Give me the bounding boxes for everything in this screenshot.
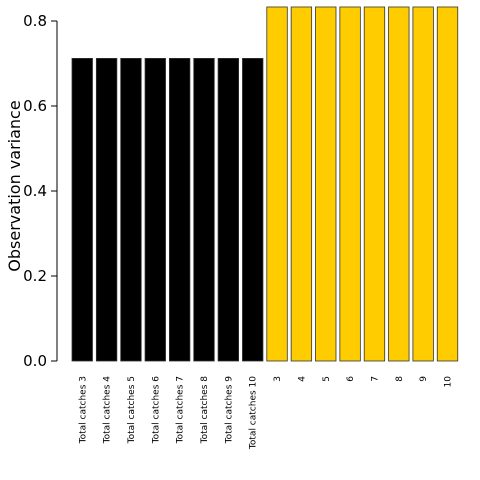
x-tick-label: 9: [419, 376, 429, 382]
x-tick-label: Total catches 8: [200, 376, 210, 445]
x-tick-label: Total catches 3: [78, 376, 88, 444]
x-tick-label: 5: [322, 376, 332, 382]
y-axis-label: Observation variance: [5, 100, 24, 271]
y-tick-label: 0.8: [23, 12, 47, 30]
x-tick-label: 8: [395, 376, 405, 382]
x-tick-label: 3: [273, 376, 283, 382]
y-tick-label: 0.0: [23, 352, 47, 370]
x-tick-label: Total catches 9: [224, 376, 234, 445]
x-tick-label: Total catches 6: [151, 376, 161, 445]
x-tick-label: 7: [370, 376, 380, 382]
x-tick-label: 6: [346, 376, 356, 382]
bar: [315, 6, 337, 362]
x-tick-label: 10: [444, 376, 454, 388]
bar: [168, 58, 191, 362]
y-axis: 0.0 0.2 0.4 0.6 0.8: [23, 12, 58, 370]
y-tick-label: 0.2: [23, 267, 47, 285]
bar: [412, 6, 434, 362]
bar: [193, 58, 215, 362]
bar: [339, 6, 361, 362]
bars: [71, 6, 459, 362]
bar: [144, 58, 166, 362]
bar: [71, 58, 93, 362]
x-tick-labels: Total catches 3 Total catches 4 Total catc…: [78, 376, 453, 450]
bar: [436, 6, 459, 362]
x-tick-label: Total catches 10: [249, 376, 259, 450]
bar: [120, 58, 142, 362]
bar: [242, 58, 264, 362]
bar: [95, 58, 118, 362]
y-tick-label: 0.6: [23, 97, 47, 115]
bar: [388, 6, 410, 362]
x-tick-label: 4: [297, 376, 307, 382]
x-tick-label: Total catches 4: [103, 376, 113, 445]
bar: [217, 58, 240, 362]
y-tick-label: 0.4: [23, 182, 47, 200]
bar: [363, 6, 386, 362]
x-tick-label: Total catches 5: [127, 376, 137, 444]
bar: [290, 6, 313, 362]
x-tick-label: Total catches 7: [176, 376, 186, 444]
bar: [266, 6, 288, 362]
